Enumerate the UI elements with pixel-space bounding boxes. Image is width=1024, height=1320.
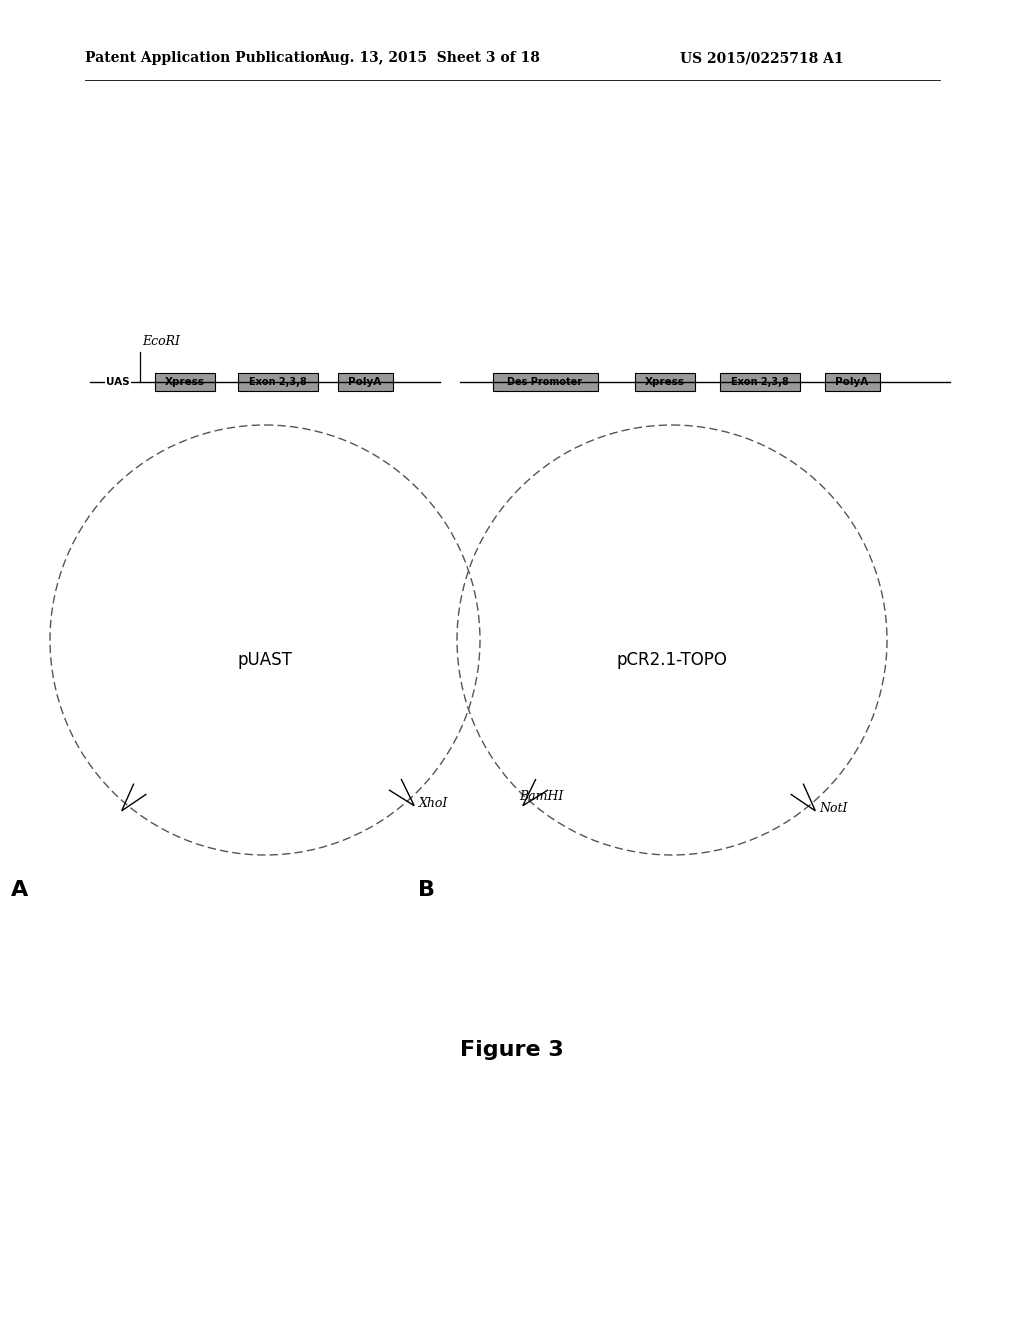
- Text: Xpress: Xpress: [645, 378, 685, 387]
- Text: UAS: UAS: [106, 378, 130, 387]
- Text: Exon 2,3,8: Exon 2,3,8: [249, 378, 307, 387]
- Text: Aug. 13, 2015  Sheet 3 of 18: Aug. 13, 2015 Sheet 3 of 18: [319, 51, 541, 65]
- FancyBboxPatch shape: [238, 374, 318, 391]
- FancyBboxPatch shape: [824, 374, 880, 391]
- Text: XhoI: XhoI: [419, 796, 447, 809]
- FancyBboxPatch shape: [720, 374, 800, 391]
- Text: US 2015/0225718 A1: US 2015/0225718 A1: [680, 51, 844, 65]
- Text: Figure 3: Figure 3: [460, 1040, 564, 1060]
- Text: B: B: [419, 880, 435, 900]
- Text: PolyA: PolyA: [348, 378, 382, 387]
- Text: pCR2.1-TOPO: pCR2.1-TOPO: [616, 651, 727, 669]
- Text: pUAST: pUAST: [238, 651, 293, 669]
- FancyBboxPatch shape: [338, 374, 392, 391]
- Text: A: A: [11, 880, 29, 900]
- Text: PolyA: PolyA: [836, 378, 868, 387]
- Text: Xpress: Xpress: [165, 378, 205, 387]
- Text: BamHI: BamHI: [519, 789, 563, 803]
- FancyBboxPatch shape: [155, 374, 215, 391]
- FancyBboxPatch shape: [493, 374, 597, 391]
- Text: Des Promoter: Des Promoter: [508, 378, 583, 387]
- Text: EcoRI: EcoRI: [142, 335, 180, 348]
- Text: NotI: NotI: [819, 801, 848, 814]
- FancyBboxPatch shape: [635, 374, 695, 391]
- Text: Exon 2,3,8: Exon 2,3,8: [731, 378, 788, 387]
- Text: Patent Application Publication: Patent Application Publication: [85, 51, 325, 65]
